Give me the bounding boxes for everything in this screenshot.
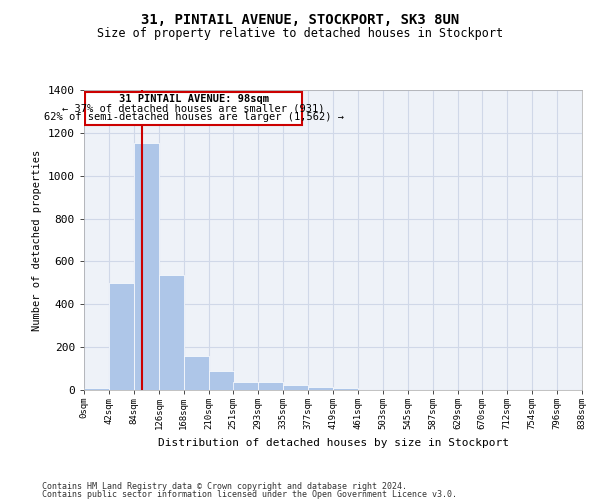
Text: Contains HM Land Registry data © Crown copyright and database right 2024.: Contains HM Land Registry data © Crown c… [42,482,407,491]
Bar [308,387,333,390]
Bar [258,382,283,390]
Bar [84,388,109,390]
Bar [209,370,234,390]
Bar [283,386,308,390]
Text: 31, PINTAIL AVENUE, STOCKPORT, SK3 8UN: 31, PINTAIL AVENUE, STOCKPORT, SK3 8UN [141,12,459,26]
Bar [109,283,134,390]
Y-axis label: Number of detached properties: Number of detached properties [32,150,43,330]
Bar [333,388,358,390]
Text: Contains public sector information licensed under the Open Government Licence v3: Contains public sector information licen… [42,490,457,499]
Text: ← 37% of detached houses are smaller (931): ← 37% of detached houses are smaller (93… [62,103,325,113]
FancyBboxPatch shape [85,92,302,124]
Text: 31 PINTAIL AVENUE: 98sqm: 31 PINTAIL AVENUE: 98sqm [119,94,269,104]
Text: Size of property relative to detached houses in Stockport: Size of property relative to detached ho… [97,28,503,40]
X-axis label: Distribution of detached houses by size in Stockport: Distribution of detached houses by size … [157,438,509,448]
Text: 62% of semi-detached houses are larger (1,562) →: 62% of semi-detached houses are larger (… [44,112,344,122]
Bar [159,276,184,390]
Bar [233,382,258,390]
Bar [134,142,159,390]
Bar [184,356,209,390]
